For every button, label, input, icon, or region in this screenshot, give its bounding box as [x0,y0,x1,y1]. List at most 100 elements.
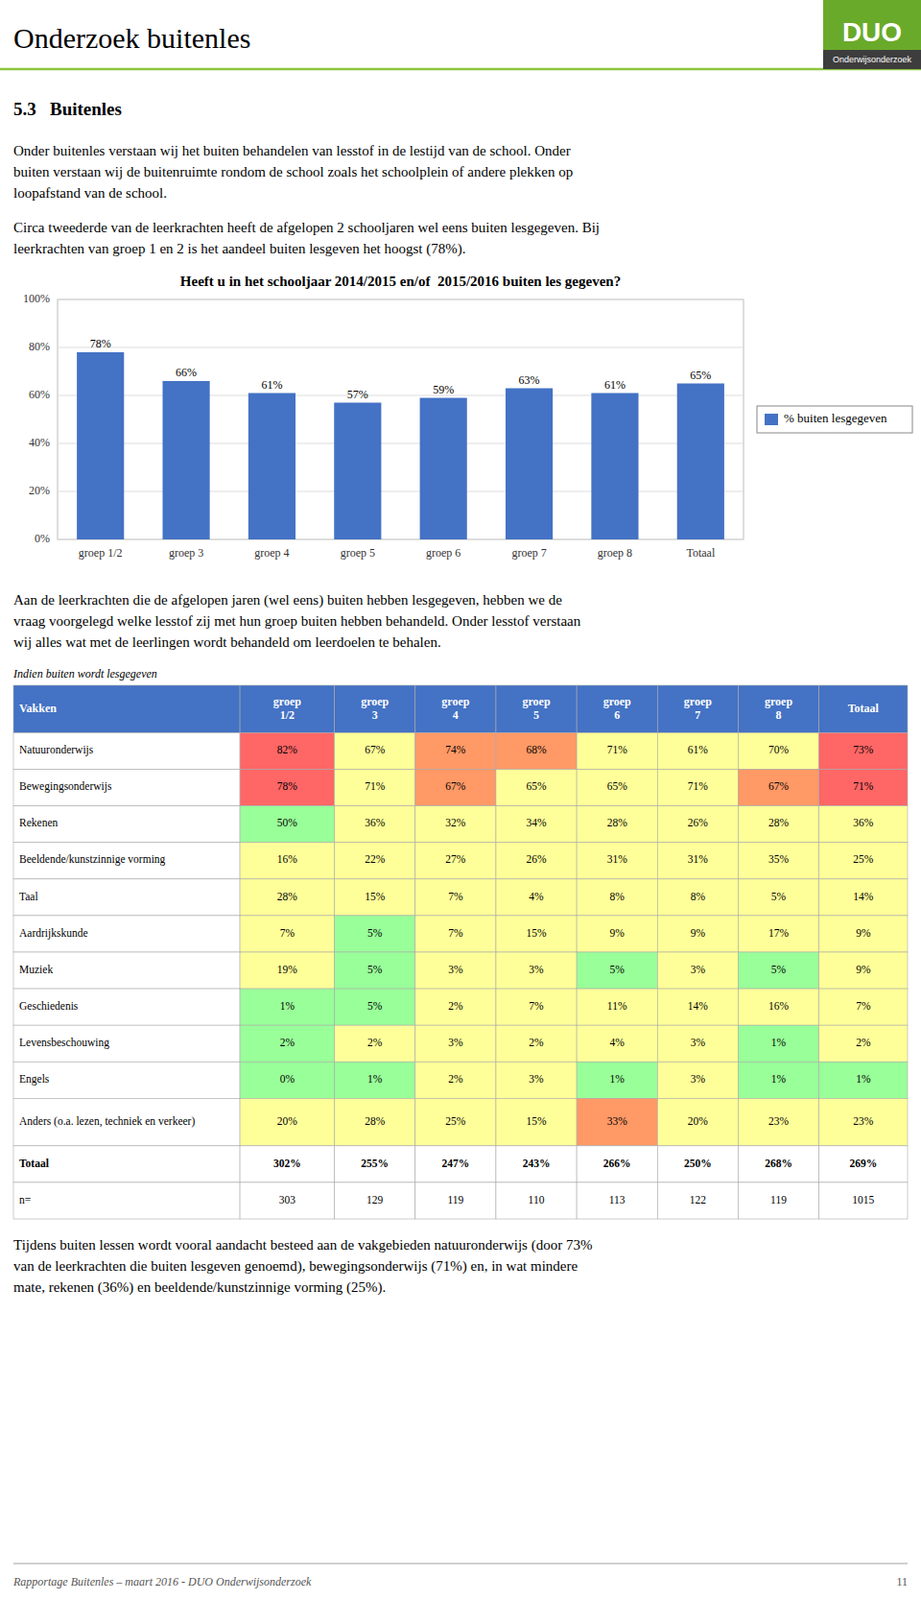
table-cell [576,878,658,916]
table-cell [819,1145,908,1182]
row-label: n= [19,1193,31,1205]
data-label: 78% [90,336,112,351]
cell-label: 1% [771,1036,787,1048]
row-label-cell [13,988,240,1025]
table-cell [239,1097,335,1146]
cell-label: 16% [768,999,790,1012]
table-note: Indien buiten wordt lesgegeven [12,666,158,681]
cell-label: 247% [441,1157,470,1169]
paragraph-line: leerkrachten van groep 1 en 2 is het aan… [13,240,467,258]
table-cell [576,915,658,952]
cell-label: 5% [367,963,383,975]
table-cell [576,1097,658,1146]
cell-label: 71% [364,779,386,792]
row-label-cell [13,1061,240,1098]
cell-label: 129 [366,1193,384,1205]
data-label: 59% [432,382,454,397]
table-cell [495,1024,577,1062]
table-cell [334,988,416,1025]
x-tick-label: groep 6 [425,545,461,560]
column-header-line: 8 [776,708,782,722]
table-cell [415,1097,496,1146]
cell-label: 1% [367,1072,383,1085]
section-title: 5.3 Buitenles [13,98,122,119]
table-cell [239,1145,335,1182]
column-header-line: groep [360,694,389,709]
table-cell [415,1145,496,1182]
cell-label: 119 [447,1193,464,1205]
column-header: groep5 [521,694,550,722]
cell-label: 9% [690,926,707,939]
row-label-cell [13,1024,240,1062]
column-header-line: Totaal [848,701,880,715]
table-cell [334,1145,416,1182]
row-label: Rekenen [19,816,58,828]
cell-label: 23% [768,1114,790,1127]
cell-label: 3% [448,963,464,975]
cell-label: 67% [768,779,790,792]
table: Vakkengroep1/2groep3groep4groep5groep6gr… [13,684,908,1219]
table-cell [495,878,577,916]
cell-label: 3% [690,1036,707,1048]
cell-label: 110 [528,1193,545,1205]
page-number: 11 [896,1574,908,1588]
table-cell [819,1181,908,1219]
legend-entry: % buiten lesgegeven [783,410,888,426]
row-label: Anders (o.a. lezen, techniek en verkeer) [19,1114,195,1128]
header-cell [495,684,577,733]
header-cell [737,684,819,733]
table-cell [737,1181,819,1219]
cell-label: 67% [445,779,467,792]
cell-label: 26% [687,816,709,828]
table-cell [576,988,658,1025]
bar [677,383,725,541]
header-cell [415,684,496,733]
table-cell [239,1024,335,1062]
cell-label: 3% [690,1072,707,1085]
table-cell [657,732,738,770]
cell-label: 11% [607,999,628,1012]
table-cell [657,769,738,806]
header-cell [334,684,416,733]
bar [420,398,468,541]
paragraph-line: Tijdens buiten lessen wordt vooral aanda… [13,1236,592,1253]
data-label: 61% [260,377,283,392]
table-cell [495,842,577,879]
row-label: Natuuronderwijs [19,743,95,756]
table-cell [657,805,738,843]
bar [505,388,553,541]
row-label-cell [13,732,240,770]
row-label: Geschiedenis [19,999,79,1012]
cell-label: 71% [607,743,629,756]
table-cell [576,842,658,879]
cell-label: 5% [771,963,787,975]
table-cell [495,1061,577,1098]
cell-label: 28% [607,816,629,828]
column-header-line: 6 [614,708,620,722]
table-cell [415,1061,496,1098]
table-cell [819,769,908,806]
legend-swatch [764,413,779,426]
cell-label: 25% [852,852,874,865]
cell-label: 303 [279,1193,297,1205]
cell-label: 15% [525,926,547,939]
table-cell [737,951,819,989]
grid-line [57,443,744,445]
logo-box [823,0,921,70]
table-cell [239,878,335,916]
table-cell [657,842,738,879]
table-cell [415,805,496,843]
x-tick-label: Totaal [685,545,715,560]
cell-label: 266% [603,1157,632,1169]
cell-label: 5% [610,963,626,975]
data-label: 57% [347,387,369,402]
x-tick-label: groep 8 [597,545,633,560]
footer: Rapportage Buitenles – maart 2016 - DUO … [12,1574,312,1588]
table-cell [239,1181,335,1219]
cell-label: 1% [771,1072,787,1085]
table-cell [239,732,335,770]
logo-strip [823,49,921,70]
cell-label: 7% [280,926,296,939]
cell-label: 34% [525,816,547,828]
column-header: Totaal [848,701,880,715]
